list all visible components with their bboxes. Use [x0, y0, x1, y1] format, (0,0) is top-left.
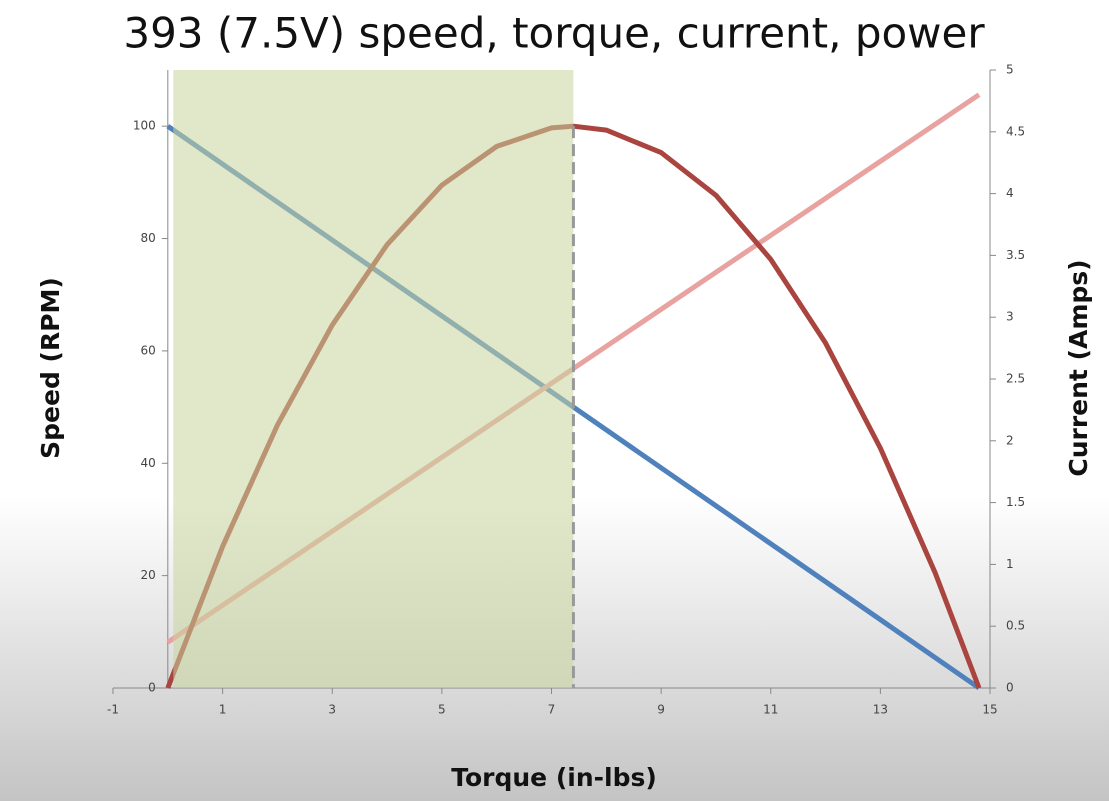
y-tick-label: 100 — [133, 119, 156, 133]
y-tick-label: 60 — [141, 343, 156, 357]
x-tick-label: 5 — [438, 703, 446, 717]
y2-tick-label: 2 — [1006, 433, 1014, 447]
y2-tick-label: 0 — [1006, 681, 1014, 695]
x-tick-label: 11 — [763, 703, 778, 717]
y-axis-title: Speed (RPM) — [36, 277, 65, 459]
highlight-region — [173, 70, 574, 688]
y2-tick-label: 3 — [1006, 310, 1014, 324]
y-tick-label: 0 — [148, 681, 156, 695]
y2-tick-label: 4.5 — [1006, 124, 1025, 138]
y2-tick-label: 3.5 — [1006, 248, 1025, 262]
x-axis-title: Torque (in-lbs) — [451, 763, 657, 792]
y-tick-label: 20 — [141, 568, 156, 582]
x-tick-label: 13 — [873, 703, 888, 717]
y-tick-label: 40 — [141, 456, 156, 470]
y2-tick-label: 4 — [1006, 186, 1014, 200]
x-tick-label: 9 — [657, 703, 665, 717]
x-tick-label: 15 — [982, 703, 997, 717]
y2-axis-title: Current (Amps) — [1064, 259, 1093, 476]
y2-tick-label: 2.5 — [1006, 372, 1025, 386]
y2-tick-label: 1 — [1006, 557, 1014, 571]
x-tick-label: -1 — [107, 703, 119, 717]
y-tick-label: 80 — [141, 231, 156, 245]
y2-tick-label: 0.5 — [1006, 619, 1025, 633]
x-tick-label: 3 — [328, 703, 336, 717]
y2-tick-label: 1.5 — [1006, 495, 1025, 509]
x-tick-label: 1 — [219, 703, 227, 717]
y2-tick-label: 5 — [1006, 63, 1014, 77]
x-tick-label: 7 — [548, 703, 556, 717]
chart-title: 393 (7.5V) speed, torque, current, power — [123, 9, 985, 58]
